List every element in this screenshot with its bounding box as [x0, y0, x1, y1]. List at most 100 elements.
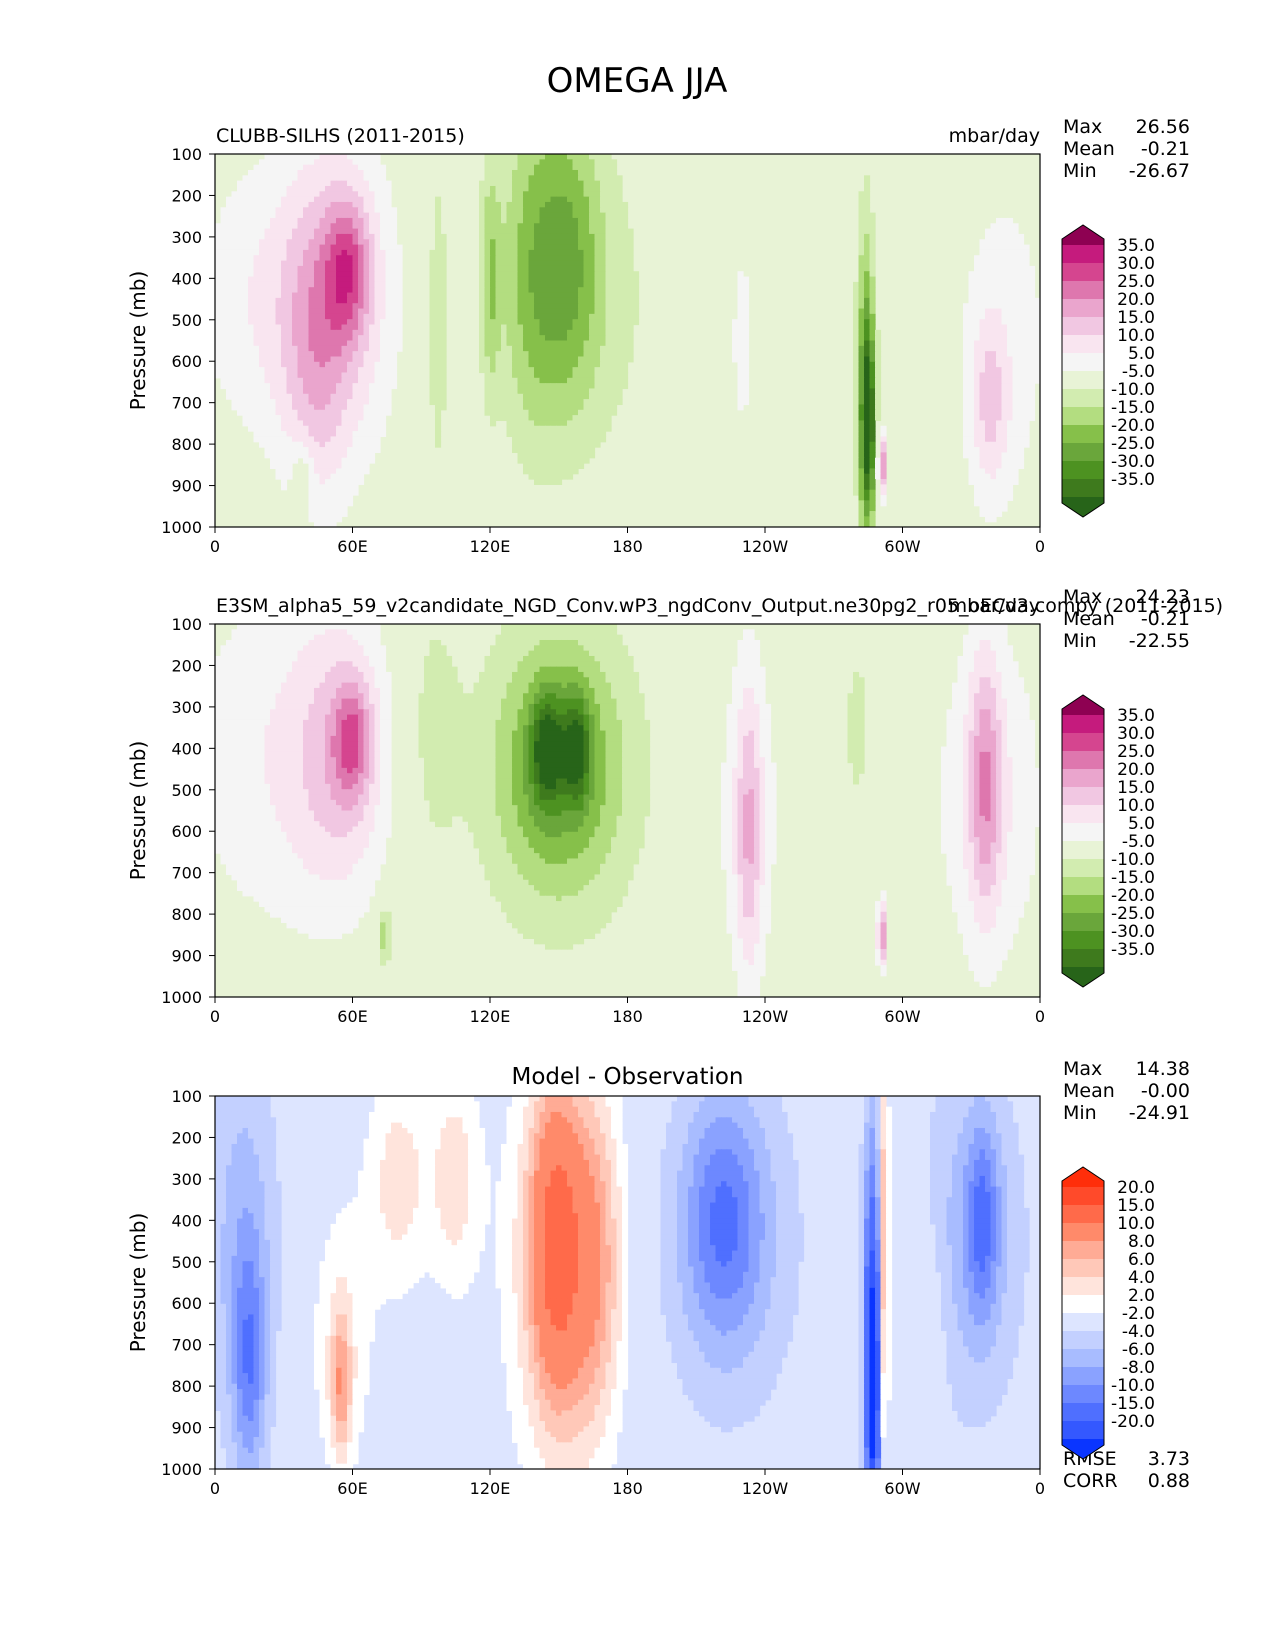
contour-cell	[963, 425, 970, 432]
contour-cell	[286, 297, 293, 304]
contour-cell	[336, 335, 343, 342]
contour-cell	[369, 244, 376, 251]
contour-cell	[495, 175, 502, 182]
contour-cell	[352, 452, 359, 459]
contour-cell	[242, 319, 249, 326]
contour-cell	[517, 255, 524, 262]
contour-cell	[391, 383, 398, 390]
contour-cell	[556, 399, 563, 406]
contour-cell	[237, 217, 244, 224]
contour-cell	[539, 297, 546, 304]
contour-cell	[567, 217, 574, 224]
contour-cell	[589, 276, 596, 283]
contour-cell	[600, 356, 607, 363]
contour-cell	[594, 420, 601, 427]
contour-cell	[974, 645, 981, 652]
contour-cell	[259, 260, 266, 267]
y-axis-label: Pressure (mb)	[126, 271, 150, 411]
contour-cell	[1001, 287, 1008, 294]
contour-cell	[561, 223, 568, 230]
contour-cell	[275, 645, 282, 652]
contour-cell	[352, 489, 359, 496]
contour-cell	[281, 324, 288, 331]
contour-cell	[594, 154, 601, 160]
contour-cell	[330, 351, 337, 358]
contour-cell	[572, 372, 579, 379]
contour-cell	[572, 340, 579, 347]
contour-cell	[512, 345, 519, 352]
contour-cell	[231, 655, 238, 662]
contour-cell	[325, 217, 332, 224]
contour-cell	[512, 404, 519, 411]
contour-cell	[297, 169, 304, 176]
contour-cell	[589, 260, 596, 267]
contour-cell	[996, 404, 1003, 411]
contour-cell	[292, 356, 299, 363]
contour-cell	[545, 372, 552, 379]
contour-cell	[314, 655, 321, 662]
contour-cell	[242, 239, 249, 246]
contour-cell	[506, 425, 513, 432]
contour-cell	[242, 201, 249, 208]
contour-cell	[325, 239, 332, 246]
contour-cell	[1023, 383, 1030, 390]
contour-cell	[517, 180, 524, 187]
contour-cell	[561, 287, 568, 294]
contour-cell	[517, 169, 524, 176]
contour-cell	[358, 356, 365, 363]
contour-cell	[292, 276, 299, 283]
contour-cell	[429, 393, 436, 400]
y-tick-label: 500	[171, 311, 202, 330]
contour-cell	[853, 409, 860, 416]
contour-cell	[567, 335, 574, 342]
contour-cell	[231, 191, 238, 198]
contour-cell	[363, 287, 370, 294]
contour-cell	[523, 441, 530, 448]
contour-cell	[270, 634, 277, 641]
contour-cell	[996, 639, 1003, 646]
contour-cell	[594, 308, 601, 315]
contour-cell	[369, 196, 376, 203]
contour-cell	[314, 340, 321, 347]
contour-cell	[440, 319, 447, 326]
contour-cell	[517, 164, 524, 171]
contour-cell	[242, 399, 249, 406]
contour-cell	[380, 367, 387, 374]
contour-cell	[990, 425, 997, 432]
contour-cell	[875, 409, 882, 416]
contour-cell	[583, 233, 590, 240]
contour-cell	[545, 645, 552, 652]
contour-cell	[869, 324, 876, 331]
contour-cell	[561, 308, 568, 315]
contour-cell	[1023, 297, 1030, 304]
contour-cell	[286, 404, 293, 411]
contour-cell	[286, 436, 293, 443]
contour-cell	[512, 164, 519, 171]
contour-cell	[275, 452, 282, 459]
contour-cell	[512, 441, 519, 448]
contour-cell	[578, 297, 585, 304]
contour-cell	[358, 233, 365, 240]
contour-cell	[985, 356, 992, 363]
contour-cell	[336, 356, 343, 363]
contour-cell	[589, 340, 596, 347]
contour-cell	[539, 276, 546, 283]
contour-cell	[363, 634, 370, 641]
contour-cell	[330, 388, 337, 395]
contour-cell	[864, 377, 871, 384]
contour-cell	[556, 175, 563, 182]
contour-cell	[985, 516, 992, 523]
contour-cell	[611, 356, 618, 363]
contour-cell	[297, 276, 304, 283]
contour-cell	[275, 244, 282, 251]
contour-cell	[622, 255, 629, 262]
contour-cell	[237, 372, 244, 379]
contour-cell	[567, 185, 574, 192]
contour-cell	[231, 399, 238, 406]
contour-cell	[864, 249, 871, 256]
contour-cell	[506, 292, 513, 299]
contour-cell	[308, 351, 315, 358]
contour-cell	[352, 409, 359, 416]
contour-cell	[297, 345, 304, 352]
contour-cell	[583, 415, 590, 422]
